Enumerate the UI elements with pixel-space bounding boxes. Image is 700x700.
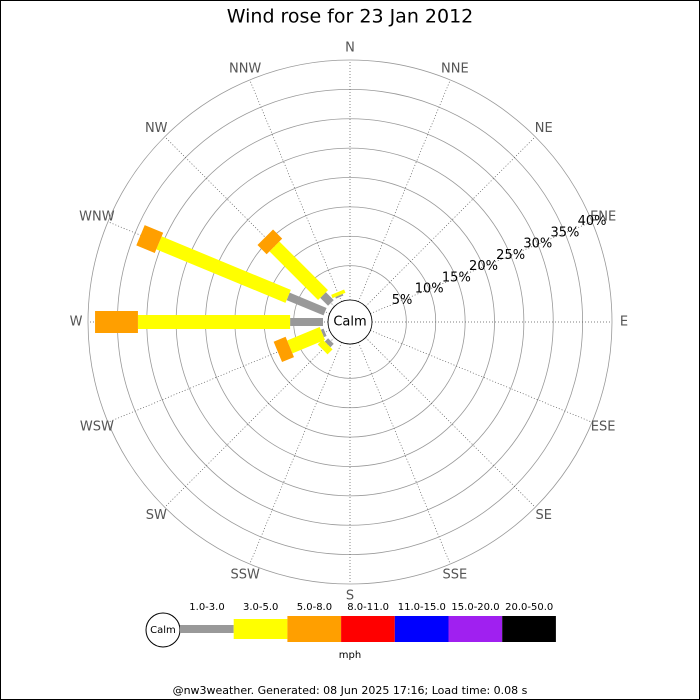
footer: @nw3weather. Generated: 08 Jun 2025 17:1… xyxy=(173,684,528,697)
legend-label: 8.0-11.0 xyxy=(347,602,389,613)
legend-label: 1.0-3.0 xyxy=(189,602,224,613)
direction-label: E xyxy=(620,315,628,330)
wind-bar xyxy=(273,336,294,363)
spoke xyxy=(365,136,536,307)
legend-swatch xyxy=(448,616,503,642)
legend-label: 15.0-20.0 xyxy=(451,602,499,613)
wind-bar xyxy=(320,328,327,338)
wind-bar xyxy=(324,338,334,348)
direction-label: S xyxy=(346,589,354,604)
ring-label: 35% xyxy=(550,225,579,240)
ring-label: 15% xyxy=(442,270,471,285)
legend-swatch xyxy=(180,625,234,633)
wind-bar xyxy=(95,311,138,333)
legend-swatch xyxy=(394,616,449,642)
wind-bar xyxy=(269,241,328,300)
spoke xyxy=(358,342,451,565)
wind-bar xyxy=(257,229,283,255)
direction-label: ESE xyxy=(591,419,616,434)
spoke xyxy=(249,342,342,565)
direction-label: NW xyxy=(145,121,168,136)
wind-bar xyxy=(287,326,326,354)
legend-label: 20.0-50.0 xyxy=(505,602,553,613)
direction-label: NNW xyxy=(229,61,261,76)
spoke xyxy=(164,337,335,508)
direction-label: SW xyxy=(146,508,167,523)
spoke xyxy=(370,330,593,423)
legend-label: 3.0-5.0 xyxy=(243,602,278,613)
spoke xyxy=(370,221,593,314)
direction-label: SSW xyxy=(230,568,260,583)
ring-label: 5% xyxy=(392,293,413,308)
direction-label: SSE xyxy=(442,568,467,583)
wind-bar xyxy=(317,339,333,355)
wind-bar xyxy=(290,318,323,326)
direction-label: N xyxy=(345,41,355,56)
direction-label: W xyxy=(70,315,83,330)
legend-swatch xyxy=(502,616,556,642)
wind-bar xyxy=(335,293,344,299)
wind-bar xyxy=(286,292,327,316)
wind-bar xyxy=(320,292,334,306)
direction-label: WNW xyxy=(79,210,115,225)
direction-label: ENE xyxy=(590,210,616,225)
ring xyxy=(87,59,613,585)
ring-label: 20% xyxy=(469,259,498,274)
calm-label: Calm xyxy=(333,315,366,330)
spoke xyxy=(358,79,451,302)
legend-swatch xyxy=(233,619,288,639)
ring-label: 10% xyxy=(415,282,444,297)
ring-label: 30% xyxy=(523,237,552,252)
chart-title: Wind rose for 23 Jan 2012 xyxy=(227,6,474,28)
wind-bar xyxy=(137,315,291,329)
direction-label: WSW xyxy=(80,419,114,434)
spoke xyxy=(249,79,342,302)
wind-bar xyxy=(331,289,346,299)
legend-unit: mph xyxy=(339,650,361,661)
legend-swatch xyxy=(287,616,342,642)
legend-label: 11.0-15.0 xyxy=(398,602,446,613)
wind-bar xyxy=(156,236,291,303)
wind-bar xyxy=(136,225,164,254)
ring-label: 40% xyxy=(578,214,607,229)
calm-circle xyxy=(327,299,373,345)
direction-label: NE xyxy=(535,121,553,136)
direction-label: SE xyxy=(536,508,552,523)
legend-calm-label: Calm xyxy=(150,625,176,636)
legend-swatch xyxy=(341,616,395,642)
ring-label: 25% xyxy=(496,248,525,263)
direction-label: NNE xyxy=(441,61,469,76)
spoke xyxy=(365,337,536,508)
legend-label: 5.0-8.0 xyxy=(297,602,332,613)
